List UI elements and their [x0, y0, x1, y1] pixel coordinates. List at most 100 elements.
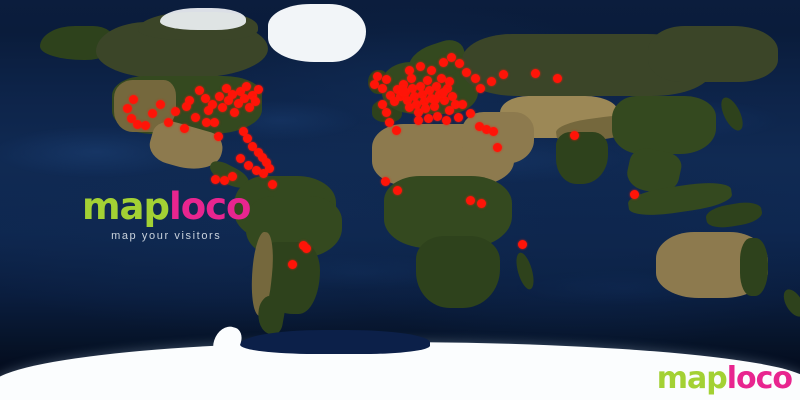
visitor-marker[interactable]: [424, 85, 434, 95]
visitor-marker[interactable]: [223, 95, 233, 105]
visitor-marker[interactable]: [384, 117, 394, 127]
visitor-marker[interactable]: [377, 83, 387, 93]
visitor-marker[interactable]: [227, 171, 237, 181]
maploco-corner-logo[interactable]: maploco: [657, 364, 793, 394]
visitor-marker[interactable]: [395, 91, 405, 101]
visitor-marker[interactable]: [235, 86, 245, 96]
visitor-marker[interactable]: [184, 95, 194, 105]
visitor-marker[interactable]: [190, 112, 200, 122]
visitor-marker[interactable]: [250, 96, 260, 106]
visitor-marker[interactable]: [243, 160, 253, 170]
visitor-marker[interactable]: [442, 83, 452, 93]
visitor-marker[interactable]: [438, 57, 448, 67]
visitor-marker[interactable]: [402, 95, 412, 105]
visitor-marker[interactable]: [398, 85, 408, 95]
visitor-marker[interactable]: [422, 75, 432, 85]
visitor-marker[interactable]: [430, 94, 440, 104]
visitor-marker[interactable]: [413, 107, 423, 117]
visitor-marker[interactable]: [147, 108, 157, 118]
visitor-marker[interactable]: [132, 119, 142, 129]
visitor-marker[interactable]: [200, 93, 210, 103]
visitor-marker[interactable]: [170, 106, 180, 116]
visitor-marker[interactable]: [465, 195, 475, 205]
visitor-marker[interactable]: [420, 103, 430, 113]
visitor-marker[interactable]: [411, 99, 421, 109]
visitor-marker[interactable]: [217, 102, 227, 112]
visitor-marker[interactable]: [517, 239, 527, 249]
visitor-marker[interactable]: [201, 117, 211, 127]
visitor-marker[interactable]: [444, 76, 454, 86]
visitor-marker[interactable]: [447, 91, 457, 101]
visitor-marker[interactable]: [247, 90, 257, 100]
visitor-marker[interactable]: [419, 96, 429, 106]
visitor-marker[interactable]: [498, 69, 508, 79]
visitor-marker[interactable]: [457, 99, 467, 109]
visitor-marker[interactable]: [219, 175, 229, 185]
visitor-marker[interactable]: [229, 107, 239, 117]
visitor-marker[interactable]: [392, 185, 402, 195]
visitor-marker[interactable]: [377, 99, 387, 109]
visitor-marker[interactable]: [210, 174, 220, 184]
visitor-marker[interactable]: [244, 102, 254, 112]
visitor-marker[interactable]: [251, 165, 261, 175]
visitor-marker[interactable]: [128, 94, 138, 104]
visitor-marker[interactable]: [475, 83, 485, 93]
visitor-marker[interactable]: [209, 117, 219, 127]
visitor-marker[interactable]: [492, 142, 502, 152]
visitor-marker[interactable]: [476, 198, 486, 208]
visitor-marker[interactable]: [407, 83, 417, 93]
visitor-marker[interactable]: [385, 90, 395, 100]
visitor-marker[interactable]: [214, 91, 224, 101]
visitor-marker[interactable]: [429, 101, 439, 111]
visitor-marker[interactable]: [454, 58, 464, 68]
visitor-marker[interactable]: [181, 101, 191, 111]
visitor-marker[interactable]: [481, 124, 491, 134]
visitor-marker[interactable]: [444, 105, 454, 115]
visitor-marker[interactable]: [389, 96, 399, 106]
visitor-marker[interactable]: [261, 157, 271, 167]
visitor-marker[interactable]: [253, 147, 263, 157]
visitor-marker[interactable]: [423, 113, 433, 123]
visitor-marker[interactable]: [267, 179, 277, 189]
visitor-marker[interactable]: [380, 176, 390, 186]
visitor-marker[interactable]: [530, 68, 540, 78]
visitor-marker[interactable]: [415, 81, 425, 91]
visitor-marker[interactable]: [126, 113, 136, 123]
visitor-marker[interactable]: [432, 111, 442, 121]
visitor-marker[interactable]: [287, 259, 297, 269]
visitor-marker[interactable]: [488, 126, 498, 136]
visitor-marker[interactable]: [155, 99, 165, 109]
visitor-marker[interactable]: [446, 52, 456, 62]
visitor-marker[interactable]: [194, 85, 204, 95]
visitor-marker[interactable]: [629, 189, 639, 199]
visitor-marker[interactable]: [417, 89, 427, 99]
maploco-logo[interactable]: maploco map your visitors: [82, 188, 251, 242]
visitor-marker[interactable]: [381, 107, 391, 117]
visitor-marker[interactable]: [239, 93, 249, 103]
visitor-marker[interactable]: [552, 73, 562, 83]
visitor-marker[interactable]: [140, 120, 150, 130]
visitor-marker[interactable]: [436, 73, 446, 83]
visitor-marker[interactable]: [241, 81, 251, 91]
visitor-marker[interactable]: [426, 65, 436, 75]
visitor-marker[interactable]: [372, 71, 382, 81]
visitor-marker[interactable]: [465, 108, 475, 118]
visitor-marker[interactable]: [207, 99, 217, 109]
visitor-marker[interactable]: [227, 89, 237, 99]
visitor-marker[interactable]: [122, 103, 132, 113]
visitor-marker[interactable]: [253, 84, 263, 94]
visitor-marker[interactable]: [301, 243, 311, 253]
visitor-marker[interactable]: [264, 163, 274, 173]
visitor-marker[interactable]: [233, 98, 243, 108]
visitor-marker[interactable]: [392, 84, 402, 94]
visitor-marker[interactable]: [409, 91, 419, 101]
visitor-marker[interactable]: [439, 95, 449, 105]
visitor-marker[interactable]: [242, 133, 252, 143]
visitor-marker[interactable]: [441, 115, 451, 125]
visitor-marker[interactable]: [470, 73, 480, 83]
visitor-marker[interactable]: [461, 67, 471, 77]
visitor-marker[interactable]: [406, 73, 416, 83]
visitor-marker[interactable]: [369, 79, 379, 89]
visitor-marker[interactable]: [569, 130, 579, 140]
visitor-marker[interactable]: [203, 105, 213, 115]
